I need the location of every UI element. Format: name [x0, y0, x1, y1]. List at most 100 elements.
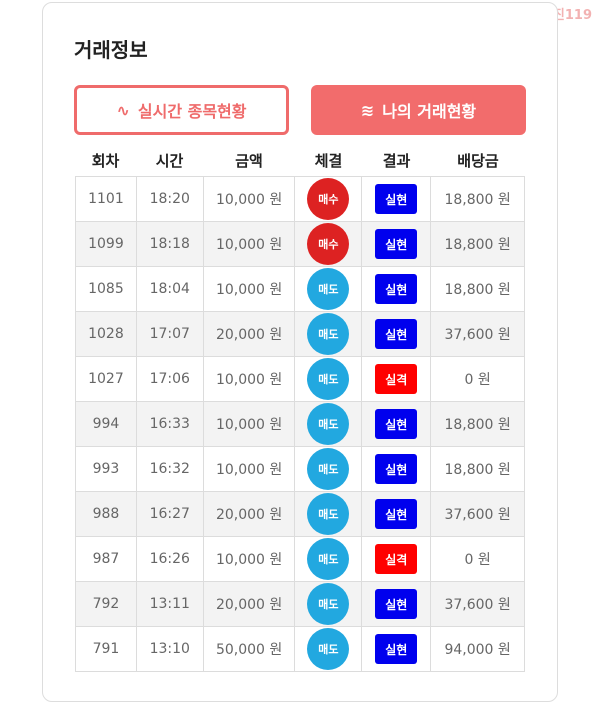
cell-trade: 매도	[294, 446, 363, 492]
cell-trade: 매수	[294, 176, 363, 222]
result-badge: 실현	[375, 454, 418, 484]
table-header: 회차 시간 금액 체결 결과 배당금	[75, 150, 525, 171]
cell-text: 20,000 원	[215, 327, 283, 343]
cell-text: 10,000 원	[215, 417, 283, 433]
trade-badge: 매도	[307, 403, 350, 445]
cell-text: 16:32	[149, 461, 190, 477]
table-row: 993 16:32 10,000 원 매도 실현 18,800 원	[75, 446, 525, 492]
cell-trade: 매도	[294, 626, 363, 672]
cell-text: 50,000 원	[215, 642, 283, 658]
cell-amount: 10,000 원	[202, 446, 296, 492]
cell-amount: 10,000 원	[202, 266, 296, 312]
cell-text: 16:27	[149, 506, 190, 522]
cell-payout: 18,800 원	[430, 221, 525, 267]
cell-payout: 18,800 원	[430, 266, 525, 312]
cell-amount: 20,000 원	[202, 311, 296, 357]
cell-text: 1027	[88, 371, 124, 387]
result-badge: 실현	[375, 319, 418, 349]
cell-text: 1028	[88, 326, 124, 342]
cell-time: 17:06	[135, 356, 204, 402]
cell-trade: 매수	[294, 221, 363, 267]
trade-badge: 매수	[307, 223, 350, 265]
table-row: 1101 18:20 10,000 원 매수 실현 18,800 원	[75, 176, 525, 222]
cell-amount: 10,000 원	[202, 176, 296, 222]
cell-result: 실현	[361, 581, 432, 627]
cell-text: 94,000 원	[444, 642, 511, 658]
cell-result: 실격	[361, 536, 432, 582]
cell-text: 18:18	[149, 236, 190, 252]
cell-payout: 37,600 원	[430, 581, 525, 627]
cell-text: 994	[92, 416, 120, 432]
cell-time: 16:32	[135, 446, 204, 492]
cell-text: 17:07	[149, 326, 190, 342]
cell-time: 13:10	[135, 626, 204, 672]
cell-round: 1101	[75, 176, 137, 222]
cell-time: 16:26	[135, 536, 204, 582]
table-row: 1099 18:18 10,000 원 매수 실현 18,800 원	[75, 221, 525, 267]
cell-time: 16:33	[135, 401, 204, 447]
cell-result: 실현	[361, 401, 432, 447]
cell-text: 18,800 원	[444, 462, 511, 478]
cell-round: 1099	[75, 221, 137, 267]
table-row: 987 16:26 10,000 원 매도 실격 0 원	[75, 536, 525, 582]
realtime-status-button[interactable]: ∿ 실시간 종목현황	[74, 85, 289, 135]
cell-trade: 매도	[294, 311, 363, 357]
result-badge: 실현	[375, 589, 418, 619]
cell-text: 10,000 원	[215, 552, 283, 568]
cell-round: 987	[75, 536, 137, 582]
result-badge: 실현	[375, 634, 418, 664]
cell-text: 37,600 원	[444, 597, 511, 613]
cell-trade: 매도	[294, 581, 363, 627]
cell-text: 0 원	[464, 372, 491, 388]
cell-text: 10,000 원	[215, 237, 283, 253]
cell-payout: 37,600 원	[430, 491, 525, 537]
header-payout: 배당금	[457, 152, 499, 170]
trade-table: 1101 18:20 10,000 원 매수 실현 18,800 원 1099 18:18 10…	[75, 176, 525, 672]
cell-payout: 0 원	[430, 536, 525, 582]
cell-text: 1085	[88, 281, 124, 297]
cell-text: 37,600 원	[444, 507, 511, 523]
result-badge: 실현	[375, 274, 418, 304]
cell-text: 0 원	[464, 552, 491, 568]
cell-text: 10,000 원	[215, 282, 283, 298]
result-badge: 실현	[375, 409, 418, 439]
cell-text: 20,000 원	[215, 507, 283, 523]
cell-round: 1085	[75, 266, 137, 312]
pulse-icon: ∿	[116, 100, 130, 120]
header-round: 회차	[91, 152, 120, 170]
cell-text: 791	[92, 641, 120, 657]
header-trade: 체결	[314, 152, 343, 170]
table-row: 1027 17:06 10,000 원 매도 실격 0 원	[75, 356, 525, 402]
cell-amount: 10,000 원	[202, 536, 296, 582]
cell-text: 37,600 원	[444, 327, 511, 343]
cell-payout: 18,800 원	[430, 401, 525, 447]
cell-text: 1099	[88, 236, 124, 252]
cell-trade: 매도	[294, 536, 363, 582]
cell-text: 18,800 원	[444, 237, 511, 253]
my-trades-button[interactable]: ≋ 나의 거래현황	[311, 85, 526, 135]
cell-result: 실현	[361, 311, 432, 357]
cell-text: 18:04	[149, 281, 190, 297]
cell-round: 791	[75, 626, 137, 672]
cell-text: 13:10	[149, 641, 190, 657]
cell-result: 실현	[361, 176, 432, 222]
cell-round: 1027	[75, 356, 137, 402]
cell-result: 실현	[361, 221, 432, 267]
cell-payout: 94,000 원	[430, 626, 525, 672]
cell-time: 13:11	[135, 581, 204, 627]
cell-amount: 10,000 원	[202, 221, 296, 267]
table-row: 988 16:27 20,000 원 매도 실현 37,600 원	[75, 491, 525, 537]
trade-badge: 매수	[307, 178, 350, 220]
cell-amount: 20,000 원	[202, 581, 296, 627]
result-badge: 실격	[375, 544, 418, 574]
trade-badge: 매도	[307, 538, 350, 580]
cell-time: 18:04	[135, 266, 204, 312]
cell-trade: 매도	[294, 401, 363, 447]
cell-text: 18,800 원	[444, 282, 511, 298]
cell-amount: 50,000 원	[202, 626, 296, 672]
result-badge: 실격	[375, 364, 418, 394]
cell-amount: 20,000 원	[202, 491, 296, 537]
trade-badge: 매도	[307, 358, 350, 400]
cell-text: 1101	[88, 191, 124, 207]
cell-time: 17:07	[135, 311, 204, 357]
